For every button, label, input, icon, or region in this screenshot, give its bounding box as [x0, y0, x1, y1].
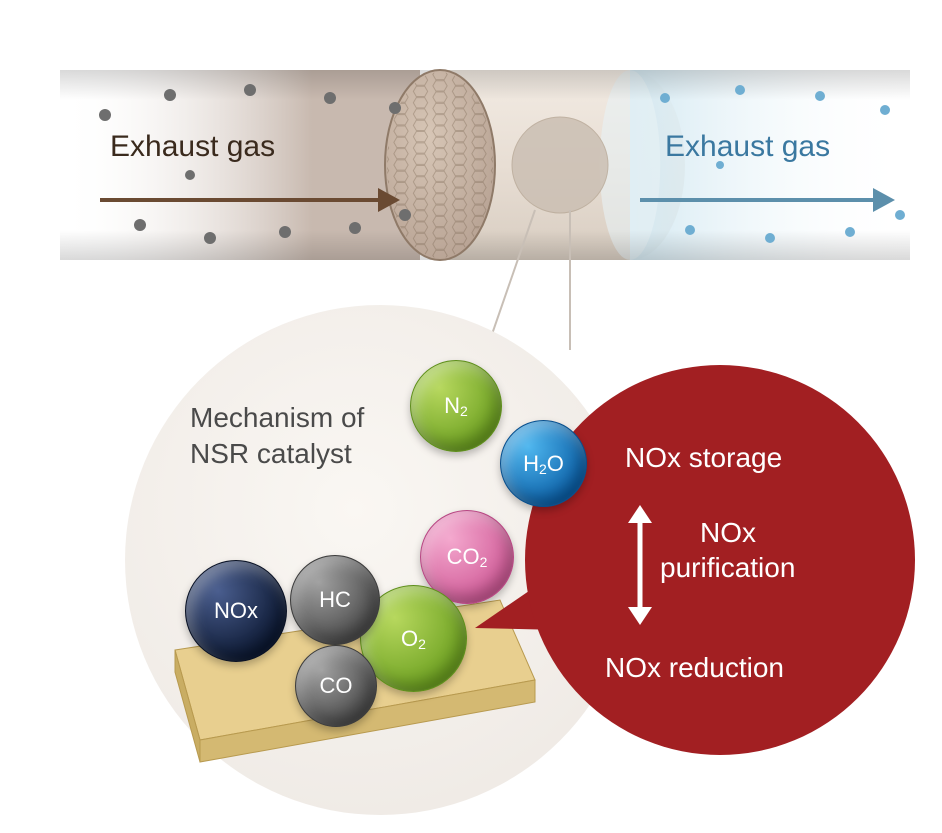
- catalyst-face: [385, 70, 495, 260]
- diagram-root: { "canvas":{"w":942,"h":833,"bg":"#fffff…: [0, 0, 942, 833]
- left-exhaust-label: Exhaust gas: [110, 130, 275, 164]
- callout-text-3: NOx reduction: [605, 652, 784, 684]
- right-exhaust-label: Exhaust gas: [665, 130, 830, 164]
- callout-text-0: NOx storage: [625, 442, 782, 474]
- molecule-H2O: H2O: [500, 420, 587, 507]
- molecule-N2: N2: [410, 360, 502, 452]
- molecule-HC: HC: [290, 555, 380, 645]
- callout-text-1: NOx: [700, 517, 756, 549]
- molecule-NOx: NOx: [185, 560, 287, 662]
- bubble-title-2: NSR catalyst: [190, 438, 352, 470]
- molecule-CO: CO: [295, 645, 377, 727]
- callout-text-2: purification: [660, 552, 795, 584]
- catalyst-inner-circle: [512, 117, 608, 213]
- bubble-title-1: Mechanism of: [190, 402, 364, 434]
